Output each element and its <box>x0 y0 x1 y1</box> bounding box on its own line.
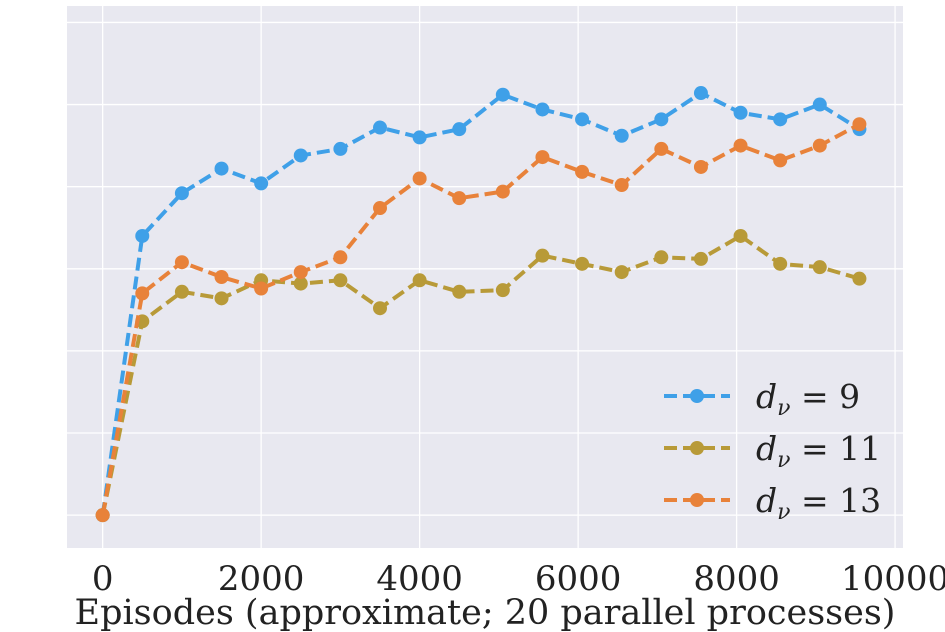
series-layer <box>95 86 867 523</box>
x-tick-label: 6000 <box>535 559 622 599</box>
data-point <box>254 281 269 296</box>
data-point <box>412 273 427 288</box>
data-point <box>333 250 348 265</box>
data-point <box>135 286 150 301</box>
legend-label-value: = 13 <box>791 481 882 520</box>
legend-label-variable: d <box>756 429 777 468</box>
legend-marker <box>690 493 704 507</box>
legend-label: dν = 9 <box>756 377 860 421</box>
data-point <box>614 178 629 193</box>
legend-label-subscript: ν <box>777 448 790 473</box>
data-point <box>852 271 867 286</box>
data-point <box>452 191 467 206</box>
plot-background <box>67 6 903 548</box>
data-point <box>174 186 189 201</box>
data-point <box>293 148 308 163</box>
x-tick-labels: 0 2000 4000 6000 8000 10000 <box>92 559 945 599</box>
series-1 <box>95 228 867 523</box>
x-tick-label: 0 <box>92 559 114 599</box>
x-tick-label: 2000 <box>218 559 305 599</box>
data-point <box>733 138 748 153</box>
data-point <box>733 228 748 243</box>
data-point <box>373 120 388 135</box>
data-point <box>452 284 467 299</box>
data-point <box>693 159 708 174</box>
legend-label: dν = 13 <box>756 481 881 525</box>
legend-label-subscript: ν <box>777 500 790 525</box>
data-point <box>135 228 150 243</box>
data-point <box>575 164 590 179</box>
data-point <box>293 276 308 291</box>
data-point <box>693 251 708 266</box>
data-point <box>495 87 510 102</box>
data-point <box>373 201 388 216</box>
data-point <box>812 260 827 275</box>
data-point <box>575 112 590 127</box>
data-point <box>852 117 867 132</box>
series-2 <box>95 117 867 523</box>
data-point <box>373 301 388 316</box>
data-point <box>495 283 510 298</box>
x-tick-label: 8000 <box>693 559 780 599</box>
data-point <box>614 265 629 280</box>
data-point <box>214 161 229 176</box>
data-point <box>693 86 708 101</box>
data-point <box>773 153 788 168</box>
data-point <box>575 256 590 271</box>
legend-label-subscript: ν <box>777 396 790 421</box>
data-point <box>412 130 427 145</box>
legend-label-value: = 9 <box>791 377 861 416</box>
data-point <box>773 112 788 127</box>
data-point <box>333 273 348 288</box>
data-point <box>733 105 748 120</box>
data-point <box>214 270 229 284</box>
data-point <box>654 141 669 156</box>
data-point <box>614 128 629 143</box>
data-point <box>254 176 269 191</box>
legend-marker <box>690 389 704 403</box>
legend-label-variable: d <box>756 377 777 416</box>
data-point <box>495 184 510 199</box>
data-point <box>452 122 467 137</box>
data-point <box>174 284 189 299</box>
legend-label-variable: d <box>756 481 777 520</box>
data-point <box>174 255 189 270</box>
data-point <box>773 256 788 271</box>
data-point <box>812 138 827 153</box>
data-point <box>214 291 229 306</box>
data-point <box>654 112 669 127</box>
data-point <box>812 97 827 112</box>
data-point <box>412 171 427 186</box>
data-point <box>535 248 550 263</box>
data-point <box>333 141 348 156</box>
series-line <box>100 91 861 516</box>
series-line <box>100 233 860 516</box>
data-point <box>654 250 669 265</box>
data-point <box>293 265 308 280</box>
data-point <box>535 102 550 117</box>
legend-item: dν = 13 <box>664 481 881 525</box>
legend-label: dν = 11 <box>756 429 881 473</box>
x-tick-label: 10000 <box>841 559 945 599</box>
data-point <box>95 508 110 523</box>
legend-label-value: = 11 <box>791 429 882 468</box>
data-point <box>535 150 550 165</box>
legend-marker <box>690 441 704 455</box>
legend-item: dν = 9 <box>664 377 860 421</box>
x-axis-label: Episodes (approximate; 20 parallel proce… <box>75 593 896 632</box>
legend-item: dν = 11 <box>664 429 881 473</box>
x-tick-label: 4000 <box>376 559 463 599</box>
